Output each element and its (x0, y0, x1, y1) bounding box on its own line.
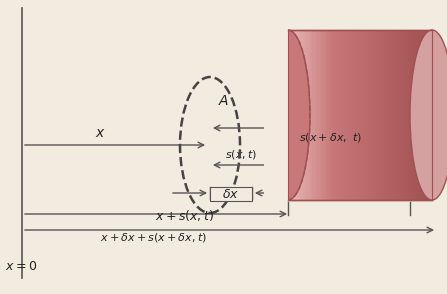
Bar (339, 30, 343, 200)
Bar (295, 30, 299, 200)
Bar (403, 30, 406, 200)
Bar (320, 30, 323, 200)
Bar (420, 30, 423, 200)
Bar (430, 30, 433, 200)
Text: $x$: $x$ (95, 126, 105, 140)
Bar (325, 30, 328, 200)
Bar (391, 30, 394, 200)
Bar (393, 30, 396, 200)
Bar (342, 30, 345, 200)
Bar (425, 30, 428, 200)
Text: $x = 0$: $x = 0$ (5, 260, 37, 273)
Bar (427, 30, 430, 200)
Bar (405, 30, 409, 200)
Text: $x + s(x, t)$: $x + s(x, t)$ (155, 208, 214, 223)
Text: $s(x + \delta x,\ t)$: $s(x + \delta x,\ t)$ (299, 131, 362, 143)
Bar (337, 30, 340, 200)
Text: $x + \delta x + s(x + \delta x, t)$: $x + \delta x + s(x + \delta x, t)$ (100, 230, 207, 243)
Bar (334, 30, 338, 200)
Text: $\delta x$: $\delta x$ (223, 188, 240, 201)
Bar (373, 30, 377, 200)
Bar (417, 30, 421, 200)
Bar (298, 30, 301, 200)
Bar (371, 30, 375, 200)
Text: $s(x, t)$: $s(x, t)$ (225, 148, 257, 161)
Bar (329, 30, 333, 200)
Bar (388, 30, 392, 200)
Bar (312, 30, 316, 200)
Bar (351, 30, 355, 200)
Bar (366, 30, 370, 200)
Bar (264, 29, 288, 201)
Bar (364, 30, 367, 200)
Bar (291, 30, 294, 200)
Bar (410, 30, 413, 200)
Bar (432, 30, 435, 200)
Bar (386, 30, 389, 200)
Bar (359, 30, 362, 200)
Bar (383, 30, 387, 200)
Bar (422, 30, 426, 200)
Bar (317, 30, 320, 200)
Bar (303, 30, 306, 200)
Bar (327, 30, 330, 200)
Bar (293, 30, 296, 200)
Bar (361, 30, 365, 200)
Bar (305, 30, 308, 200)
Bar (349, 30, 352, 200)
Bar (400, 30, 404, 200)
Bar (322, 30, 325, 200)
Bar (396, 30, 399, 200)
Bar (310, 30, 313, 200)
Ellipse shape (410, 30, 447, 200)
Ellipse shape (266, 30, 310, 200)
Bar (346, 30, 350, 200)
Bar (308, 30, 311, 200)
Bar (368, 30, 372, 200)
Bar (398, 30, 401, 200)
FancyBboxPatch shape (210, 187, 252, 201)
Bar (300, 30, 304, 200)
Bar (376, 30, 379, 200)
Bar (356, 30, 360, 200)
Bar (354, 30, 357, 200)
Bar (408, 30, 411, 200)
Bar (415, 30, 418, 200)
Bar (344, 30, 347, 200)
Text: $s(x + \delta x, t)$: $s(x + \delta x, t)$ (305, 111, 364, 123)
Bar (413, 30, 416, 200)
Bar (381, 30, 384, 200)
Bar (378, 30, 382, 200)
Bar (315, 30, 318, 200)
Bar (332, 30, 335, 200)
Bar (288, 30, 291, 200)
Text: $A$: $A$ (218, 94, 229, 108)
